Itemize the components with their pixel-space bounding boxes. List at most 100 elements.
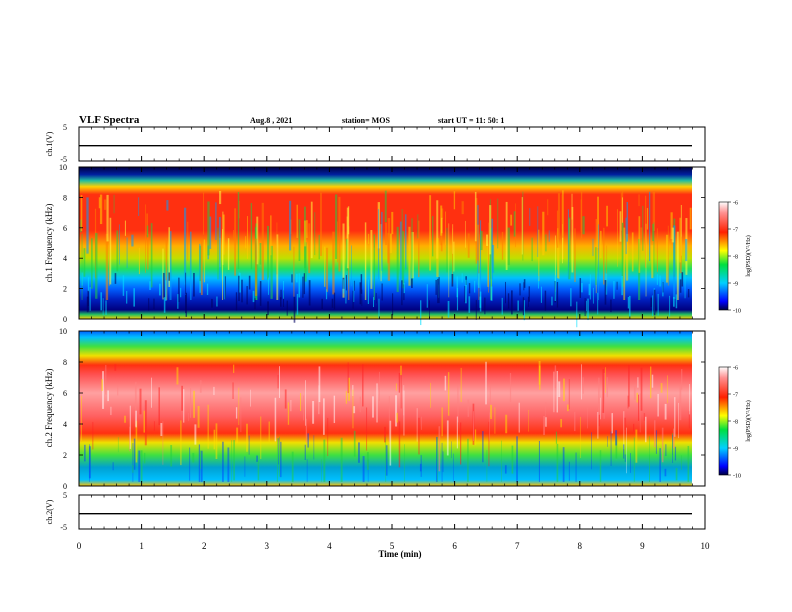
spectrogram-stripe bbox=[254, 238, 258, 296]
spectrogram-stripe bbox=[233, 440, 235, 481]
spectrogram-stripe bbox=[689, 384, 691, 415]
spectrogram-stripe bbox=[687, 445, 690, 482]
spectrogram-stripe bbox=[554, 275, 556, 302]
spectrogram-stripe bbox=[477, 273, 480, 288]
spectrogram-stripe bbox=[667, 375, 668, 404]
ch2-colorbar bbox=[718, 366, 729, 476]
spectrogram-stripe bbox=[277, 374, 279, 389]
spectrogram-stripe bbox=[385, 445, 388, 476]
spectrogram-stripe bbox=[276, 438, 278, 482]
spectrogram-stripe bbox=[219, 190, 222, 205]
spectrogram-stripe bbox=[353, 280, 355, 302]
spectrogram-stripe bbox=[452, 453, 454, 482]
panel-ch1-spectrogram: 0 2 4 6 8 10 ch.1 Frequency (kHz) -6 -7 -8 -9 -10… bbox=[44, 163, 752, 328]
spectrogram-stripe bbox=[681, 455, 682, 470]
spectrogram-stripe bbox=[435, 279, 437, 295]
colorbar-tick-label: -8 bbox=[733, 420, 738, 426]
spectrogram-stripe bbox=[326, 247, 329, 292]
spectrogram-stripe bbox=[529, 208, 531, 226]
spectrogram-stripe bbox=[488, 421, 490, 467]
spectrogram-stripe bbox=[396, 412, 398, 423]
spectrogram-stripe bbox=[144, 452, 146, 464]
spectrogram-stripe bbox=[391, 211, 394, 235]
spectrogram-stripe bbox=[295, 273, 298, 283]
ch2-spec-ylabel: ch.2 Frequency (kHz) bbox=[44, 369, 54, 448]
spectrogram-stripe bbox=[418, 220, 420, 278]
spectrogram-stripe bbox=[200, 450, 203, 482]
spectrogram-stripe bbox=[401, 209, 403, 283]
spectrogram-stripe bbox=[649, 191, 651, 262]
spectrogram-stripe bbox=[227, 238, 230, 270]
spectrogram-stripe bbox=[456, 416, 458, 449]
spectrogram-stripe bbox=[545, 402, 547, 427]
spectrogram-stripe bbox=[461, 273, 463, 283]
spectrogram-stripe bbox=[661, 427, 664, 463]
spectrogram-stripe bbox=[314, 212, 316, 256]
ch1-spectrogram-stripes bbox=[80, 190, 692, 328]
x-tick-label: 3 bbox=[265, 541, 270, 551]
spectrogram-stripe bbox=[453, 191, 456, 210]
spectrogram-stripe bbox=[598, 414, 600, 427]
spectrogram-stripe bbox=[640, 367, 643, 411]
spectrogram-stripe bbox=[398, 421, 401, 468]
spectrogram-stripe bbox=[395, 395, 398, 427]
header-start-time: start UT = 11: 50: 1 bbox=[438, 116, 504, 125]
spectrogram-stripe bbox=[446, 420, 449, 456]
spectrogram-stripe bbox=[370, 229, 373, 289]
spectrogram-stripe bbox=[456, 276, 459, 298]
spectrogram-stripe bbox=[624, 417, 626, 431]
spectrogram-stripe bbox=[652, 295, 653, 316]
spectrogram-stripe bbox=[507, 293, 510, 309]
spectrogram-stripe bbox=[527, 296, 529, 307]
spectrogram-stripe bbox=[660, 383, 663, 393]
spectrogram-stripe bbox=[538, 360, 541, 385]
spectrogram-stripe bbox=[560, 419, 562, 428]
spectrogram-stripe bbox=[124, 220, 126, 236]
spectrogram-stripe bbox=[685, 239, 688, 262]
spectrogram-stripe bbox=[378, 298, 380, 319]
spectrogram-stripe bbox=[484, 297, 486, 315]
spectrogram-stripe bbox=[494, 407, 496, 434]
spectrogram-stripe bbox=[187, 221, 189, 261]
spectrogram-stripe bbox=[376, 383, 378, 423]
spectrogram-stripe bbox=[587, 406, 588, 429]
ch2-wave-ytick-bottom: -5 bbox=[60, 523, 67, 532]
spectrogram-stripe bbox=[164, 280, 167, 301]
spectrogram-stripe bbox=[554, 365, 557, 388]
x-tick-label: 7 bbox=[515, 541, 520, 551]
spectrogram-stripe bbox=[159, 283, 161, 296]
spectrogram-stripe bbox=[551, 296, 553, 306]
spectrogram-stripe bbox=[385, 222, 387, 245]
spectrogram-stripe bbox=[283, 280, 285, 299]
spectrogram-stripe bbox=[307, 433, 309, 448]
spectrogram-stripe bbox=[177, 294, 179, 309]
spectrogram-stripe bbox=[109, 217, 112, 285]
spectrogram-stripe bbox=[623, 411, 625, 450]
x-tick-label: 6 bbox=[452, 541, 457, 551]
spectrogram-stripe bbox=[291, 274, 293, 283]
spectrogram-stripe bbox=[86, 197, 89, 254]
spectrogram-stripe bbox=[616, 281, 618, 290]
spectrogram-stripe bbox=[610, 431, 612, 467]
ch2-colorbar-ticks: -6 -7 -8 -9 -10 bbox=[728, 366, 741, 480]
spectrogram-stripe bbox=[375, 292, 377, 304]
spectrogram-stripe bbox=[81, 395, 82, 441]
spectrogram-stripe bbox=[163, 272, 165, 298]
spectrogram-stripe bbox=[627, 395, 629, 409]
spectrogram-stripe bbox=[107, 390, 109, 402]
spectrogram-stripe bbox=[147, 233, 149, 270]
x-tick-label: 2 bbox=[202, 541, 207, 551]
spectrogram-stripe bbox=[248, 275, 251, 290]
spectrogram-stripe bbox=[139, 388, 142, 415]
spectrogram-stripe bbox=[112, 462, 114, 471]
spectrogram-stripe bbox=[664, 468, 667, 477]
spectrogram-stripe bbox=[337, 221, 338, 263]
spectrogram-stripe bbox=[448, 223, 450, 298]
spectrogram-stripe bbox=[153, 421, 155, 431]
spectrogram-stripe bbox=[117, 385, 119, 396]
spectrogram-stripe bbox=[105, 234, 109, 300]
spectrogram-stripe bbox=[368, 233, 370, 244]
spectrogram-stripe bbox=[245, 236, 247, 249]
spectrogram-stripe bbox=[89, 287, 91, 311]
